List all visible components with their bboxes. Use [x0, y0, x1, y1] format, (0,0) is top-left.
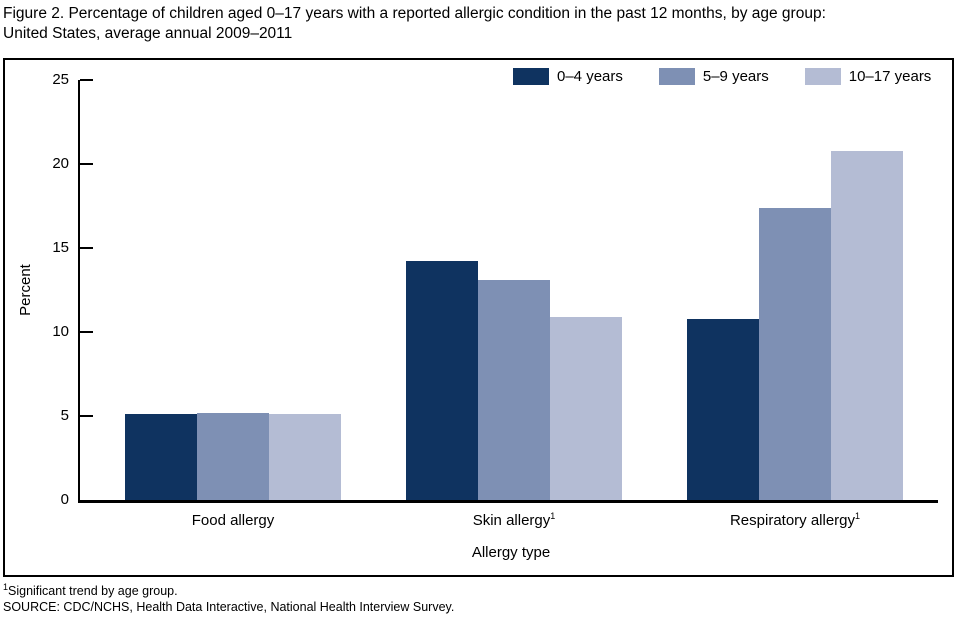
category-superscript: 1: [855, 511, 861, 521]
y-axis-line: [78, 80, 80, 503]
legend-swatch: [804, 68, 841, 85]
bar-food-allergy-10-17-years: [269, 414, 341, 500]
bar-respiratory-allergy-0-4-years: [687, 318, 759, 500]
legend-item-10-17: 10–17 years: [804, 68, 932, 85]
x-axis-line: [78, 500, 938, 503]
plot-area: 0–4 years 5–9 years 10–17 years Percent …: [5, 60, 952, 575]
bar-respiratory-allergy-10-17-years: [831, 150, 903, 500]
bar-skin-allergy-5-9-years: [478, 279, 550, 500]
figure-title-line1: Figure 2. Percentage of children aged 0–…: [3, 5, 826, 22]
figure-title: Figure 2. Percentage of children aged 0–…: [3, 4, 955, 43]
y-tick-label-25: 25: [52, 71, 69, 88]
legend-label: 5–9 years: [702, 68, 769, 85]
bar-food-allergy-0-4-years: [125, 414, 197, 500]
legend-label: 10–17 years: [848, 68, 932, 85]
legend-label: 0–4 years: [557, 68, 623, 85]
category-superscript: 1: [550, 511, 556, 521]
y-tick-label-10: 10: [52, 323, 69, 340]
footnote-source: SOURCE: CDC/NCHS, Health Data Interactiv…: [3, 599, 454, 615]
footnote-text: SOURCE: CDC/NCHS, Health Data Interactiv…: [3, 600, 455, 614]
y-tick-label-0: 0: [60, 491, 69, 508]
y-tick-5: [80, 415, 93, 417]
y-tick-15: [80, 247, 93, 249]
legend-swatch: [658, 68, 695, 85]
y-tick-label-20: 20: [52, 155, 69, 172]
chart-frame: 0–4 years 5–9 years 10–17 years Percent …: [3, 58, 954, 577]
y-tick-label-5: 5: [60, 407, 69, 424]
y-tick-label-15: 15: [52, 239, 69, 256]
footnote-significance: 1Significant trend by age group.: [3, 581, 454, 599]
y-tick-20: [80, 163, 93, 165]
bar-food-allergy-5-9-years: [197, 412, 269, 500]
bar-respiratory-allergy-5-9-years: [759, 207, 831, 500]
y-tick-10: [80, 331, 93, 333]
legend-swatch: [513, 68, 549, 85]
footnote-text: Significant trend by age group.: [8, 584, 178, 598]
x-axis-title: Allergy type: [471, 544, 551, 561]
bar-skin-allergy-10-17-years: [550, 316, 622, 500]
bar-skin-allergy-0-4-years: [406, 261, 478, 500]
x-category-label-skin-allergy: Skin allergy1: [472, 511, 556, 530]
legend: 0–4 years 5–9 years 10–17 years: [513, 68, 931, 85]
legend-item-0-4: 0–4 years: [513, 68, 623, 85]
figure-title-line2: United States, average annual 2009–2011: [3, 24, 293, 42]
x-category-label-food-allergy: Food allergy: [191, 512, 275, 529]
x-category-label-respiratory-allergy: Respiratory allergy1: [729, 511, 861, 530]
footnote-superscript: 1: [3, 581, 9, 592]
legend-item-5-9: 5–9 years: [658, 68, 769, 85]
y-tick-25: [80, 79, 93, 81]
footnotes: 1Significant trend by age group. SOURCE:…: [3, 581, 454, 615]
